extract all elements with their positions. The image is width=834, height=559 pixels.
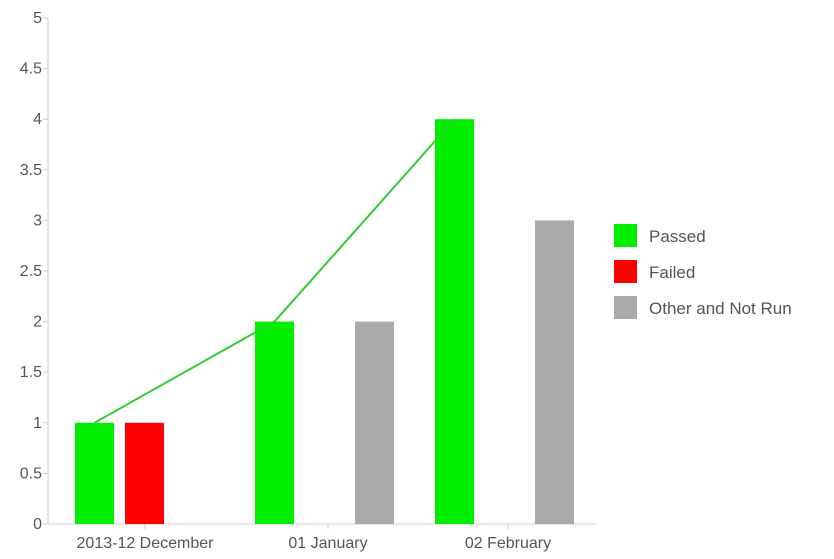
- legend-swatch: [614, 296, 637, 319]
- chart-trend-line: [94, 118, 456, 424]
- legend-swatch: [614, 224, 637, 247]
- trend-line: [94, 118, 456, 424]
- x-axis-labels: 2013-12 December 01 January 02 February: [77, 535, 552, 552]
- y-tick-label: 5: [33, 10, 42, 27]
- y-tick-label: 0: [33, 516, 42, 533]
- x-tick-label: 01 January: [288, 535, 367, 552]
- legend-label: Passed: [649, 227, 706, 246]
- chart-bars: [75, 119, 574, 524]
- chart-legend: Passed Failed Other and Not Run: [614, 224, 792, 319]
- y-tick-label: 0.5: [20, 465, 42, 482]
- y-tick-label: 2.5: [20, 263, 42, 280]
- bar: [435, 119, 474, 524]
- y-axis-labels: 0 0.5 1 1.5 2 2.5 3 3.5 4 4.5 5: [20, 10, 42, 533]
- y-tick-label: 2: [33, 314, 42, 331]
- bar: [255, 321, 294, 524]
- x-tick-label: 2013-12 December: [77, 535, 215, 552]
- y-tick-label: 3.5: [20, 162, 42, 179]
- y-tick-label: 3: [33, 212, 42, 229]
- legend-label: Other and Not Run: [649, 299, 792, 318]
- y-tick-label: 4.5: [20, 61, 42, 78]
- y-tick-label: 1.5: [20, 364, 42, 381]
- bar: [75, 422, 114, 524]
- bar: [535, 220, 574, 524]
- bar: [125, 422, 164, 524]
- bar: [355, 321, 394, 524]
- y-tick-label: 4: [33, 111, 42, 128]
- x-tick-label: 02 February: [465, 535, 551, 552]
- legend-label: Failed: [649, 263, 695, 282]
- y-tick-label: 1: [33, 415, 42, 432]
- legend-swatch: [614, 260, 637, 283]
